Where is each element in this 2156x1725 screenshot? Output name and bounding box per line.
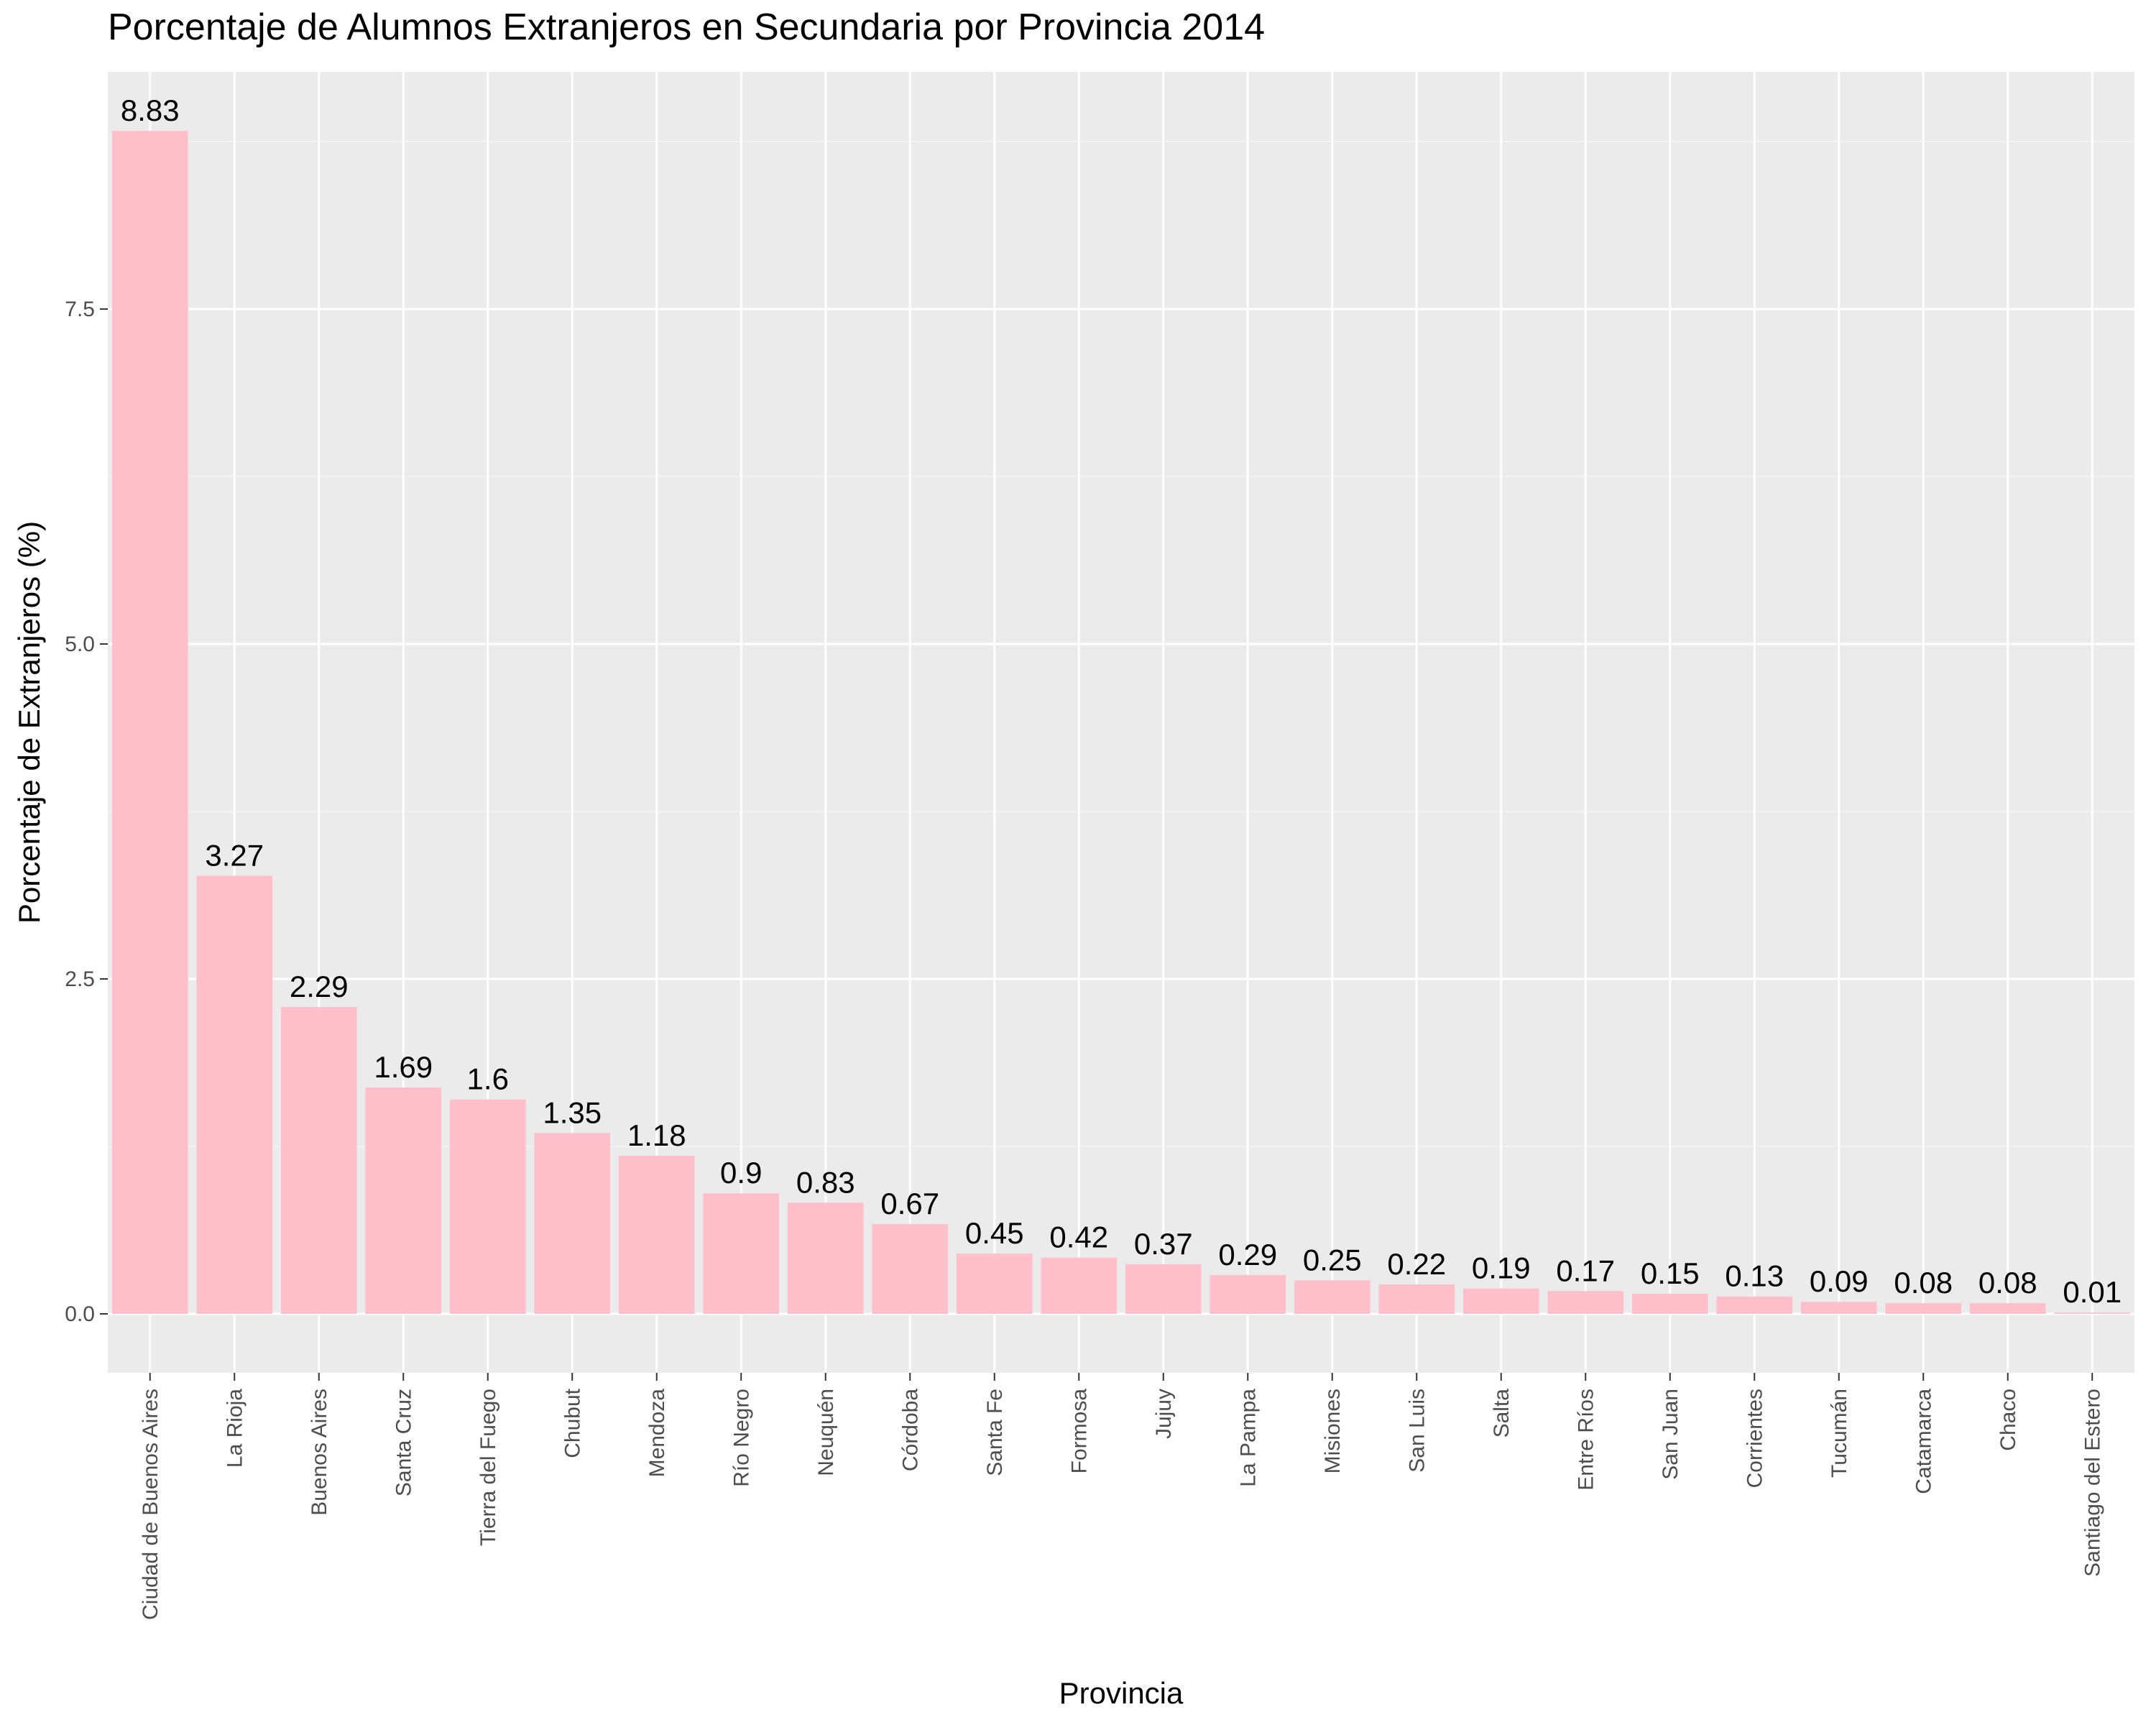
minor-gridlines <box>108 141 2134 1147</box>
data-label: 1.69 <box>374 1050 433 1084</box>
x-tick-label: Neuquén <box>814 1389 838 1476</box>
x-tick-label: Tierra del Fuego <box>476 1389 500 1546</box>
y-axis: 0.0 2.5 5.0 7.5 <box>65 298 108 1326</box>
bar <box>1969 1303 2046 1314</box>
x-axis: Ciudad de Buenos Aires La Rioja Buenos Air… <box>139 1373 2104 1620</box>
y-axis-title: Porcentaje de Extranjeros (%) <box>12 521 46 924</box>
x-tick-label: San Juan <box>1659 1389 1682 1480</box>
y-tick-label: 2.5 <box>65 967 95 991</box>
x-tick-label: Mendoza <box>645 1389 669 1478</box>
x-tick-label: Chubut <box>561 1388 584 1458</box>
data-label: 0.25 <box>1303 1243 1362 1276</box>
data-label: 0.08 <box>1978 1266 2037 1300</box>
data-label: 0.08 <box>1894 1266 1953 1300</box>
x-tick-label: Jujuy <box>1152 1389 1176 1439</box>
plot-panel <box>108 72 2134 1373</box>
data-label: 1.35 <box>543 1095 602 1129</box>
data-label: 0.01 <box>2063 1275 2122 1309</box>
data-label: 0.67 <box>880 1187 939 1220</box>
bar <box>1041 1257 1118 1314</box>
bars-group <box>111 131 2131 1314</box>
bar <box>1885 1303 1962 1314</box>
data-label: 1.18 <box>627 1118 686 1152</box>
x-tick-label: Río Negro <box>729 1389 753 1487</box>
bar <box>111 131 188 1314</box>
data-label: 1.6 <box>467 1062 509 1096</box>
data-label: 0.37 <box>1134 1227 1193 1261</box>
data-label: 3.27 <box>205 838 264 872</box>
data-label: 0.09 <box>1810 1264 1869 1298</box>
bar <box>534 1133 611 1314</box>
x-tick-label: Ciudad de Buenos Aires <box>139 1389 162 1620</box>
x-tick-label: Catamarca <box>1912 1389 1935 1494</box>
x-tick-label: Santa Fe <box>983 1389 1007 1476</box>
x-tick-label: Tucumán <box>1828 1389 1851 1478</box>
y-tick-label: 0.0 <box>65 1302 95 1326</box>
x-tick-label: Chaco <box>1996 1389 2020 1451</box>
x-tick-label: Formosa <box>1067 1389 1091 1474</box>
x-tick-label: Santa Cruz <box>392 1389 415 1496</box>
bar <box>1210 1274 1286 1314</box>
data-labels-group: 8.83 3.27 2.29 1.69 1.6 1.35 1.18 0.9 0.83 0.67 0.… <box>121 93 2122 1309</box>
y-tick-label: 7.5 <box>65 298 95 321</box>
bar <box>1294 1280 1370 1314</box>
data-label: 0.15 <box>1641 1256 1700 1290</box>
y-tick-label: 5.0 <box>65 632 95 656</box>
x-tick-label: Corrientes <box>1743 1389 1766 1488</box>
data-label: 0.45 <box>965 1216 1024 1250</box>
bar <box>1716 1296 1793 1314</box>
data-label: 0.17 <box>1556 1254 1615 1287</box>
bar <box>1631 1294 1708 1314</box>
bar <box>1800 1302 1877 1314</box>
major-gridlines <box>108 72 2134 1373</box>
data-label: 2.29 <box>290 970 349 1003</box>
x-axis-title: Provincia <box>1059 1676 1184 1710</box>
data-label: 0.29 <box>1218 1238 1277 1271</box>
data-label: 8.83 <box>121 93 180 127</box>
bar <box>1547 1291 1624 1314</box>
bar <box>280 1007 357 1314</box>
bar <box>449 1099 526 1314</box>
x-tick-label: Córdoba <box>898 1389 922 1471</box>
bar <box>196 875 273 1314</box>
bar <box>703 1193 780 1314</box>
x-tick-label: Misiones <box>1321 1389 1345 1473</box>
bar <box>618 1156 695 1314</box>
data-label: 0.83 <box>796 1165 855 1199</box>
x-tick-label: La Pampa <box>1236 1389 1260 1487</box>
data-label: 0.22 <box>1387 1247 1446 1281</box>
bar <box>1462 1288 1539 1314</box>
bar <box>1378 1284 1455 1314</box>
bar <box>1125 1264 1202 1314</box>
x-tick-label: La Rioja <box>223 1389 247 1468</box>
bar <box>787 1202 864 1314</box>
x-tick-label: San Luis <box>1405 1389 1429 1473</box>
data-label: 0.13 <box>1725 1259 1784 1293</box>
x-tick-label: Entre Ríos <box>1574 1389 1598 1491</box>
chart-title: Porcentaje de Alumnos Extranjeros en Sec… <box>108 6 1266 48</box>
x-tick-label: Buenos Aires <box>308 1389 331 1516</box>
data-label: 0.42 <box>1049 1220 1108 1254</box>
data-label: 0.19 <box>1472 1251 1531 1285</box>
bar <box>956 1254 1033 1314</box>
bar <box>365 1087 442 1314</box>
x-tick-label: Santiago del Estero <box>2081 1389 2104 1577</box>
bar <box>872 1224 949 1314</box>
bar <box>2054 1312 2131 1314</box>
data-label: 0.9 <box>720 1156 762 1190</box>
x-tick-label: Salta <box>1490 1389 1514 1438</box>
